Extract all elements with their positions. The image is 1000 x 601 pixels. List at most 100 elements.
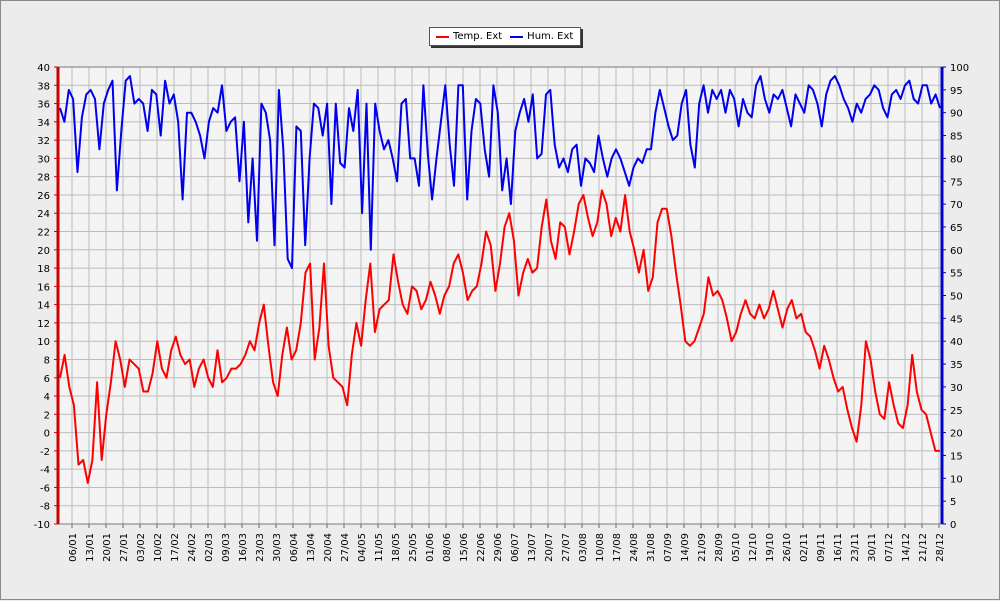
y-left-tick-label: 2	[44, 410, 50, 421]
x-tick-label: 29/06	[493, 533, 504, 562]
x-tick-label: 17/08	[612, 533, 623, 562]
x-tick-label: 03/08	[578, 533, 589, 562]
x-tick-label: 26/10	[782, 533, 793, 562]
x-tick-label: 20/04	[323, 533, 334, 562]
x-tick-label: 20/07	[544, 533, 555, 562]
y-left-tick-label: 28	[37, 173, 50, 184]
chart-legend: Temp. Ext Hum. Ext	[429, 27, 582, 46]
x-tick-label: 01/06	[425, 533, 436, 562]
x-tick-label: 16/03	[238, 533, 249, 562]
y-left-tick-label: 18	[37, 264, 50, 275]
x-tick-label: 25/05	[408, 533, 419, 562]
y-right-tick-label: 25	[950, 406, 963, 417]
y-left-tick-label: -10	[34, 520, 50, 531]
y-left-tick-label: 4	[44, 392, 50, 403]
y-left-tick-label: 6	[44, 374, 50, 385]
x-tick-label: 30/03	[272, 533, 283, 562]
y-right-tick-label: 50	[950, 292, 963, 303]
y-right-tick-label: 55	[950, 269, 963, 280]
y-right-tick-label: 15	[950, 451, 963, 462]
x-tick-label: 21/12	[918, 533, 929, 562]
x-tick-label: 30/11	[867, 533, 878, 562]
x-tick-label: 11/05	[374, 533, 385, 562]
legend-item-temp: Temp. Ext	[436, 31, 502, 42]
y-right-tick-label: 100	[950, 63, 969, 74]
legend-label-temp: Temp. Ext	[453, 31, 503, 42]
y-right-tick-label: 10	[950, 474, 963, 485]
y-left-tick-label: 34	[37, 118, 50, 129]
y-left-tick-label: 40	[37, 63, 50, 74]
legend-item-hum: Hum. Ext	[510, 31, 573, 42]
y-right-tick-label: 40	[950, 337, 963, 348]
x-tick-label: 07/09	[663, 533, 674, 562]
x-tick-label: 20/01	[102, 533, 113, 562]
x-tick-label: 14/12	[901, 533, 912, 562]
y-left-tick-label: 20	[37, 246, 50, 257]
y-left-tick-label: 8	[44, 355, 50, 366]
legend-label-hum: Hum. Ext	[527, 31, 574, 42]
y-right-tick-label: 90	[950, 109, 963, 120]
series-line-temp-ext	[59, 189, 940, 484]
y-right-tick-label: 60	[950, 246, 963, 257]
x-tick-label: 06/01	[68, 533, 79, 562]
y-left-tick-label: 0	[44, 429, 50, 440]
y-right-tick-label: 0	[950, 520, 956, 531]
y-left-tick-label: 26	[37, 191, 50, 202]
y-left-tick-label: 22	[37, 228, 50, 239]
x-tick-label: 15/06	[459, 533, 470, 562]
y-left-tick-label: -6	[40, 483, 50, 494]
y-right-tick-label: 85	[950, 132, 963, 143]
x-tick-label: 27/07	[561, 533, 572, 562]
x-tick-label: 23/11	[850, 533, 861, 562]
y-right-tick-label: 20	[950, 429, 963, 440]
x-tick-label: 18/05	[391, 533, 402, 562]
y-left-tick-label: 14	[37, 301, 50, 312]
x-tick-label: 24/08	[629, 533, 640, 562]
y-left-tick-label: 36	[37, 100, 50, 111]
x-tick-label: 28/12	[935, 533, 946, 562]
x-tick-label: 06/07	[510, 533, 521, 562]
x-tick-label: 13/01	[85, 533, 96, 562]
y-left-tick-label: -2	[40, 447, 50, 458]
y-left-tick-label: 10	[37, 337, 50, 348]
x-tick-label: 09/03	[221, 533, 232, 562]
x-tick-label: 24/02	[187, 533, 198, 562]
x-tick-label: 08/06	[442, 533, 453, 562]
x-tick-label: 06/04	[289, 533, 300, 562]
y-right-tick-label: 75	[950, 177, 963, 188]
x-tick-label: 27/01	[119, 533, 130, 562]
y-left-tick-label: 16	[37, 282, 50, 293]
legend-swatch-temp	[436, 35, 449, 38]
x-tick-label: 12/10	[748, 533, 759, 562]
y-right-tick-label: 35	[950, 360, 963, 371]
x-tick-label: 17/02	[170, 533, 181, 562]
x-tick-label: 16/11	[833, 533, 844, 562]
x-tick-label: 03/02	[136, 533, 147, 562]
y-right-tick-label: 95	[950, 86, 963, 97]
x-tick-label: 31/08	[646, 533, 657, 562]
y-right-tick-label: 30	[950, 383, 963, 394]
y-left-tick-label: -4	[40, 465, 50, 476]
y-left-tick-label: 32	[37, 136, 50, 147]
x-tick-label: 02/03	[204, 533, 215, 562]
x-tick-label: 28/09	[714, 533, 725, 562]
x-tick-label: 13/07	[527, 533, 538, 562]
y-left-tick-label: -8	[40, 502, 50, 513]
x-tick-label: 10/08	[595, 533, 606, 562]
y-right-tick-label: 70	[950, 200, 963, 211]
y-right-tick-label: 65	[950, 223, 963, 234]
y-left-tick-label: 38	[37, 81, 50, 92]
x-tick-label: 27/04	[340, 533, 351, 562]
x-tick-label: 10/02	[153, 533, 164, 562]
y-left-tick-label: 24	[37, 209, 50, 220]
y-left-tick-label: 30	[37, 154, 50, 165]
x-tick-label: 13/04	[306, 533, 317, 562]
x-tick-label: 02/11	[799, 533, 810, 562]
x-tick-label: 09/11	[816, 533, 827, 562]
x-tick-label: 22/06	[476, 533, 487, 562]
x-tick-label: 23/03	[255, 533, 266, 562]
y-left-tick-label: 12	[37, 319, 50, 330]
x-tick-label: 14/09	[680, 533, 691, 562]
